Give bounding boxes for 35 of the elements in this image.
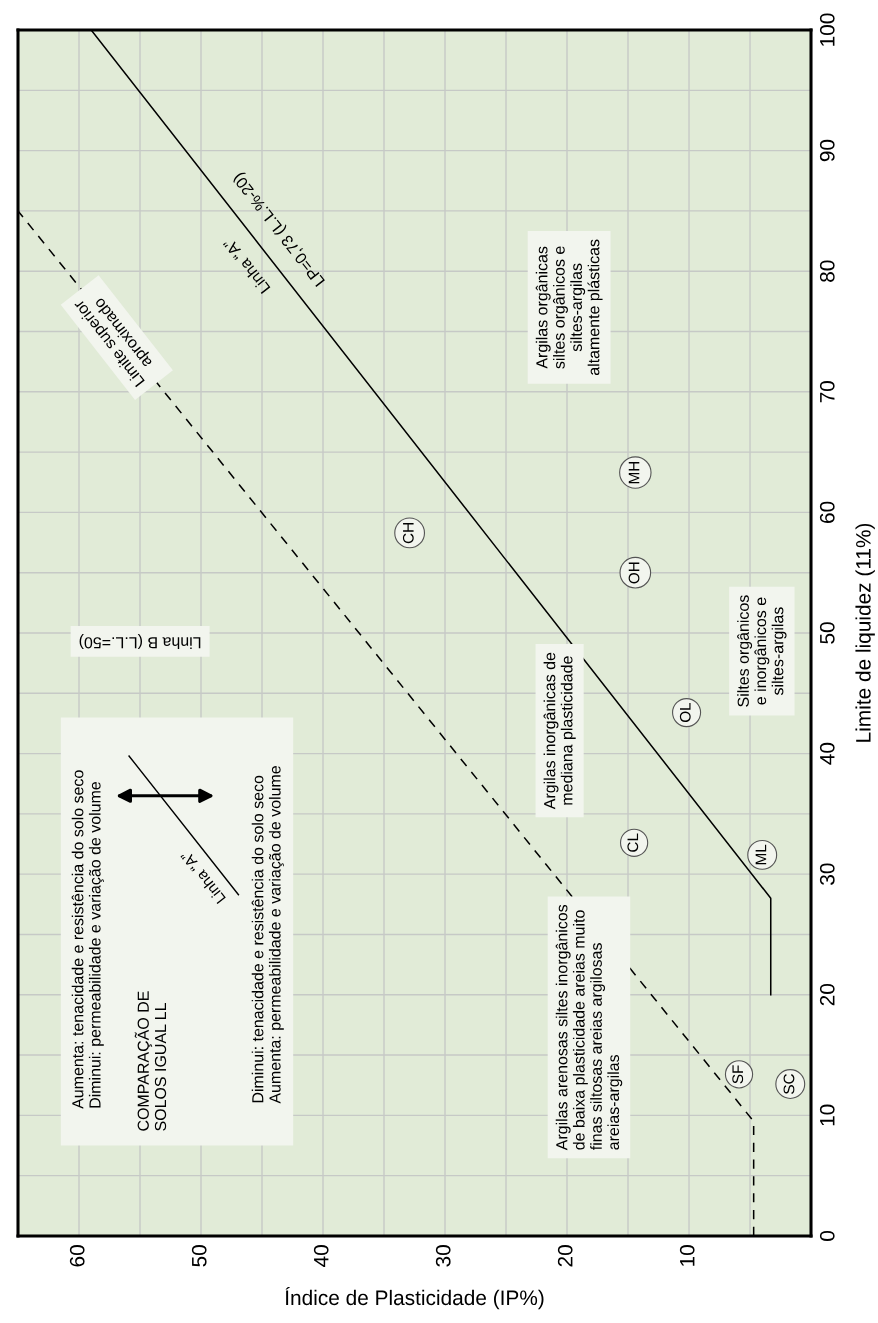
- x-axis-title: Índice de Plasticidade (IP%): [285, 1286, 544, 1310]
- y-tick-label: 10: [819, 1104, 835, 1126]
- annotation: MH: [628, 461, 640, 484]
- x-tick-label: 50: [191, 1245, 207, 1267]
- annotation: SC: [783, 1073, 795, 1094]
- annotation: Argilas orgânicas siltes orgânicos e siltes-argilas altamente plásticas: [535, 239, 603, 376]
- annotation: Siltes orgânicos e inorgânicos e siltes-argilas: [737, 595, 787, 707]
- annotation: Aumenta: tenacidade e resistência do solo seco Diminui: permeabilidade e variação de volume: [71, 770, 104, 1109]
- annotation: CL: [627, 833, 639, 852]
- annotation: Argilas arenosas siltes inorgânicos de baixa plasticidade areias muito finas siltosas areias argilosas areias-argilas: [555, 904, 623, 1151]
- y-tick-label: 90: [819, 139, 835, 162]
- y-tick-label: 100: [819, 13, 835, 46]
- y-tick-label: 70: [819, 381, 835, 403]
- annotation: Argilas inorgânicas de mediana plasticidade: [543, 652, 576, 810]
- y-tick-label: 50: [819, 622, 835, 644]
- annotation: Diminui: tenacidade e resistência do solo seco Aumenta: permeabilidade e variação de volume: [251, 766, 284, 1104]
- y-tick-label: 30: [819, 863, 835, 885]
- x-tick-label: 60: [69, 1245, 85, 1267]
- y-tick-label: 0: [819, 1230, 835, 1241]
- y-tick-label: 80: [819, 260, 835, 282]
- annotation: CH: [402, 523, 414, 544]
- annotation: COMPARAÇÃO DE SOLOS IGUAL LL: [134, 991, 167, 1131]
- annotation: OL: [679, 702, 691, 723]
- x-tick-label: 40: [313, 1245, 329, 1267]
- annotation: SF: [732, 1065, 744, 1084]
- x-tick-label: 10: [679, 1245, 695, 1266]
- y-tick-label: 20: [819, 983, 835, 1006]
- annotation: ML: [755, 844, 767, 865]
- y-axis-title: Limite de liquidez (11%): [855, 523, 875, 742]
- x-tick-label: 30: [435, 1245, 451, 1267]
- y-tick-label: 40: [819, 742, 835, 765]
- y-tick-label: 60: [819, 501, 835, 523]
- annotation: Linha B (L.L.=50): [79, 633, 201, 649]
- x-tick-label: 20: [557, 1245, 573, 1267]
- annotation: OH: [628, 562, 640, 584]
